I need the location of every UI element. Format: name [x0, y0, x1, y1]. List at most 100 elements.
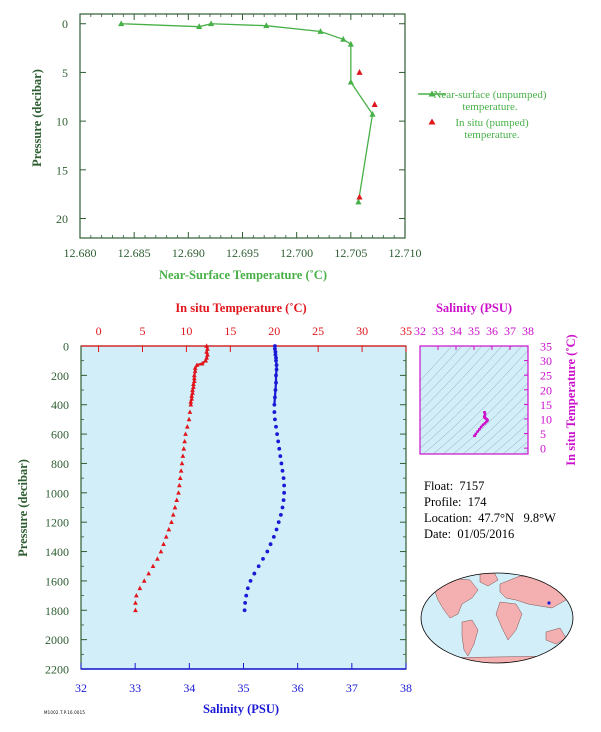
- temperature-point: [141, 578, 147, 583]
- profile-value: 174: [467, 495, 487, 509]
- ts-temperature-tick-label: 0: [540, 442, 546, 456]
- ts-salinity-tick-label: 38: [522, 324, 534, 338]
- temperature-point: [187, 409, 193, 414]
- x-tick-label: 12.680: [64, 246, 97, 260]
- legend-label-pumped-1: In situ (pumped): [455, 117, 529, 129]
- temperature-point: [174, 497, 180, 502]
- ts-temperature-tick-label: 15: [540, 398, 552, 412]
- temperature-point: [192, 368, 198, 373]
- salinity-point: [274, 363, 279, 367]
- salinity-point: [280, 505, 285, 510]
- salinity-point: [265, 549, 270, 554]
- pressure-tick-label: 1200: [45, 516, 69, 530]
- location-label: Location:: [424, 511, 472, 525]
- salinity-point: [268, 542, 273, 547]
- density-contour: [442, 371, 528, 454]
- temperature-point: [180, 453, 186, 458]
- ts-salinity-tick-label: 34: [450, 324, 462, 338]
- legend-label-pumped-2: temperature.: [464, 129, 520, 141]
- salinity-point: [274, 424, 278, 429]
- location-lat: 47.7°N: [478, 511, 515, 525]
- unpumped-point: [347, 78, 354, 85]
- ts-series: [472, 410, 489, 438]
- near-surface-y-axis: 0 5 10 15 20: [56, 17, 405, 226]
- salinity-tick-label: 35: [238, 681, 250, 695]
- temperature-point: [191, 372, 197, 378]
- salinity-point: [275, 432, 279, 436]
- unpumped-line: [121, 23, 374, 203]
- salinity-point: [242, 608, 247, 613]
- salinity-point: [274, 527, 279, 532]
- salinity-point: [271, 534, 276, 539]
- temperature-point: [178, 468, 184, 473]
- temperature-point: [137, 585, 143, 591]
- temperature-point: [191, 381, 196, 386]
- float-label: Float:: [424, 479, 454, 493]
- temperature-point: [183, 431, 188, 436]
- salinity-point: [244, 593, 249, 598]
- temperature-tick-label: 30: [356, 324, 368, 338]
- location-map: [420, 572, 574, 664]
- footer-stamp: M1002.T.P.16.0015: [44, 710, 86, 715]
- unpumped-point: [263, 22, 270, 29]
- ts-temperature-tick-label: 35: [540, 340, 552, 354]
- temperature-point: [163, 534, 169, 539]
- legend-triangle-red: [428, 118, 436, 125]
- date-value: 01/05/2016: [457, 527, 515, 541]
- salinity-point: [273, 352, 278, 357]
- temperature-point: [191, 375, 197, 381]
- y-tick-label: 10: [56, 115, 68, 129]
- legend-label-unpumped-2: temperature.: [462, 101, 518, 113]
- temperature-tick-label: 20: [268, 324, 280, 338]
- x-tick-label: 12.690: [172, 246, 205, 260]
- density-contour: [420, 346, 523, 449]
- y-tick-label: 20: [56, 212, 68, 226]
- ts-salinity-tick-label: 33: [432, 324, 444, 338]
- salinity-point: [276, 439, 281, 444]
- pressure-tick-label: 1800: [45, 604, 69, 618]
- density-contour: [420, 346, 493, 422]
- ts-top-axis-label: Salinity (PSU): [436, 301, 512, 315]
- temperature-point: [190, 387, 195, 392]
- temperature-point: [166, 526, 172, 532]
- location-lon: 9.8°W: [523, 511, 556, 525]
- temperature-point: [190, 390, 195, 395]
- temperature-point: [150, 563, 156, 569]
- pressure-tick-label: 200: [51, 369, 69, 383]
- salinity-point: [273, 395, 277, 400]
- salinity-point: [282, 490, 287, 495]
- temperature-point: [205, 352, 210, 357]
- density-contour: [420, 346, 483, 412]
- ts-salinity-tick-label: 36: [486, 324, 498, 338]
- ts-point: [478, 427, 481, 431]
- salinity-tick-label: 34: [183, 681, 195, 695]
- float-line: Float: 7157: [424, 478, 594, 494]
- density-contour: [452, 382, 528, 454]
- density-contour: [512, 441, 528, 454]
- temperature-tick-label: 0: [96, 324, 102, 338]
- pressure-tick-label: 1000: [45, 486, 69, 500]
- salinity-point: [252, 571, 257, 576]
- pumped-point: [371, 101, 378, 107]
- salinity-tick-label: 38: [400, 681, 412, 695]
- salinity-point: [243, 601, 248, 605]
- temperature-tick-label: 25: [312, 324, 324, 338]
- ts-temperature-tick-label: 25: [540, 369, 552, 383]
- map-outline: [420, 572, 574, 664]
- ts-temperature-tick-label: 10: [540, 412, 552, 426]
- salinity-tick-label: 37: [346, 681, 358, 695]
- temperature-point: [194, 362, 200, 367]
- temperature-point: [133, 607, 138, 613]
- salinity-point: [279, 461, 284, 466]
- float-info-panel: Float: 7157 Profile: 174 Location: 47.7°…: [424, 478, 594, 542]
- near-surface-y-label: Pressure (decibar): [30, 69, 44, 167]
- temperature-tick-label: 35: [400, 324, 412, 338]
- temperature-point: [181, 446, 187, 451]
- temperature-point: [170, 512, 176, 517]
- x-tick-label: 12.710: [389, 246, 422, 260]
- temperature-point: [204, 349, 209, 354]
- temperature-point: [155, 556, 160, 561]
- salinity-point: [261, 556, 265, 561]
